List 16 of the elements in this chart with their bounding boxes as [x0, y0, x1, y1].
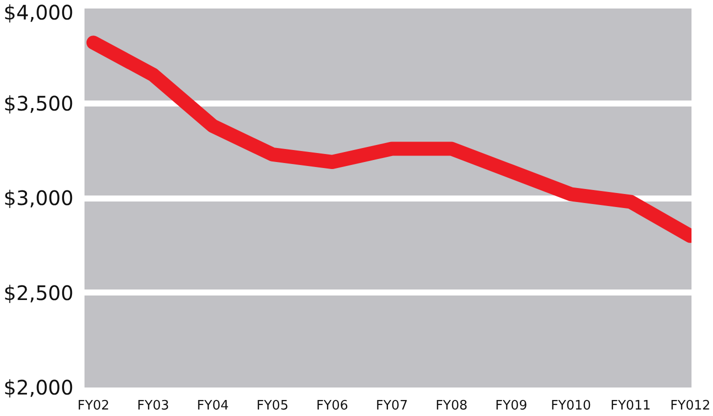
x-tick-label: FY010: [550, 398, 592, 414]
y-tick-label: $3,500: [4, 91, 74, 116]
y-tick-label: $3,000: [4, 186, 74, 210]
x-tick-label: FY04: [196, 398, 229, 414]
y-tick-label: $2,000: [4, 376, 74, 400]
y-tick-label: $4,000: [4, 0, 74, 24]
x-tick-label: FY02: [77, 398, 110, 414]
x-tick-label: FY06: [316, 398, 348, 414]
x-tick-label: FY012: [670, 398, 710, 414]
x-tick-label: FY07: [376, 398, 408, 414]
x-tick-label: FY03: [137, 398, 170, 414]
x-tick-label: FY09: [495, 398, 528, 414]
x-tick-label: FY08: [436, 398, 468, 414]
y-tick-label: $2,500: [4, 280, 74, 305]
x-tick-label: FY05: [256, 398, 288, 414]
x-tick-label: FY011: [610, 398, 651, 414]
